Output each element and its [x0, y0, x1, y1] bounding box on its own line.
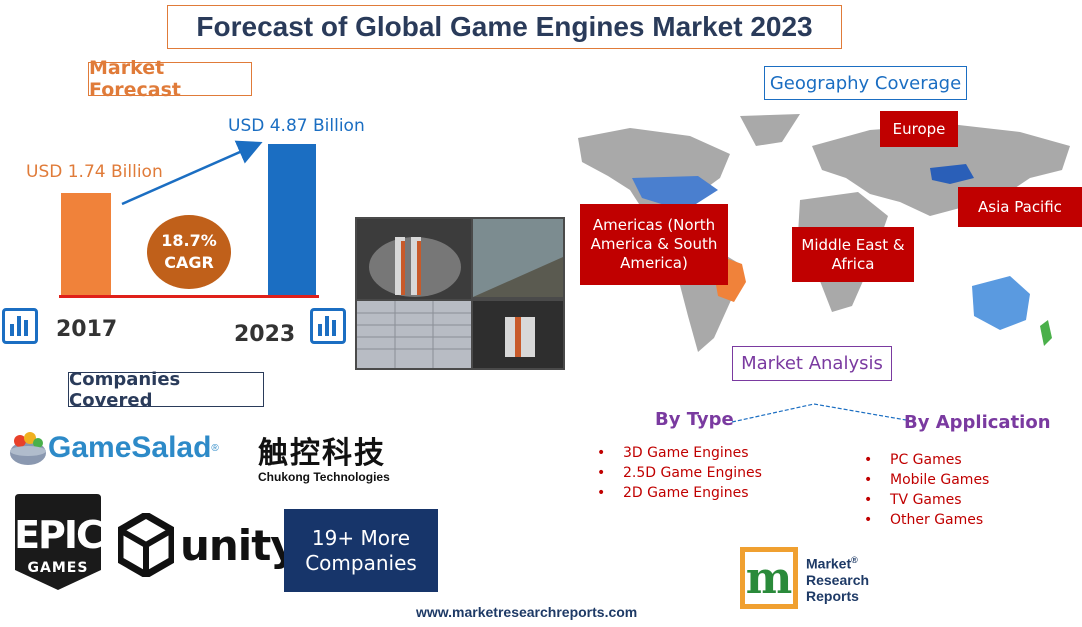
- bar-2017: [61, 193, 111, 296]
- growth-arrow-icon: [121, 140, 263, 206]
- region-asia-pacific: Asia Pacific: [958, 187, 1082, 227]
- unity-logo: unity: [118, 505, 298, 585]
- mrr-line3: Reports: [806, 587, 859, 604]
- bar-2023: [268, 144, 316, 296]
- more-companies-line1: 19+ More: [311, 525, 411, 550]
- gamesalad-wordmark: GameSalad: [48, 431, 212, 464]
- bar-chart-icon: [2, 308, 38, 344]
- market-forecast-heading: Market Forecast: [88, 57, 252, 101]
- by-type-heading: By Type: [655, 409, 734, 430]
- geography-coverage-heading: Geography Coverage: [764, 66, 967, 100]
- more-companies-line2: Companies: [305, 550, 417, 575]
- gamesalad-logo: GameSalad ®: [8, 428, 219, 468]
- svg-text:EPIC: EPIC: [14, 513, 102, 557]
- mrr-line1: Market: [806, 555, 852, 572]
- region-mea-line1: Middle East &: [801, 235, 905, 254]
- market-analysis-heading: Market Analysis: [732, 346, 892, 381]
- list-item: PC Games: [864, 450, 989, 470]
- list-item: TV Games: [864, 490, 989, 510]
- region-americas-line3: America): [620, 254, 688, 272]
- website-link[interactable]: www.marketresearchreports.com: [416, 604, 638, 620]
- region-middle-east-africa: Middle East & Africa: [792, 227, 914, 282]
- analysis-connector-line: [731, 403, 907, 423]
- region-europe: Europe: [880, 111, 958, 147]
- cagr-label: CAGR: [164, 253, 214, 272]
- chukong-chinese-name: 触控科技: [258, 436, 386, 471]
- list-item: Other Games: [864, 510, 989, 530]
- market-research-reports-logo: m Market® Research Reports: [740, 547, 880, 609]
- value-2023-label: USD 4.87 Billion: [228, 116, 365, 136]
- mrr-logo-text: Market® Research Reports: [806, 552, 869, 604]
- value-2017-label: USD 1.74 Billion: [26, 162, 163, 182]
- list-item: 3D Game Engines: [597, 443, 762, 463]
- unity-cube-icon: [118, 513, 174, 577]
- companies-covered-heading: Companies Covered: [68, 369, 264, 411]
- page-title: Forecast of Global Game Engines Market 2…: [167, 5, 842, 49]
- region-mea-line2: Africa: [831, 254, 875, 273]
- region-americas-line1: Americas (North: [592, 216, 716, 234]
- chart-baseline: [59, 295, 319, 298]
- list-item: 2D Game Engines: [597, 483, 762, 503]
- chukong-logo: 触控科技 Chukong Technologies: [258, 428, 408, 484]
- by-application-heading: By Application: [904, 412, 1051, 433]
- year-2017-label: 2017: [56, 317, 118, 342]
- gamesalad-bowl-icon: [10, 432, 46, 465]
- chukong-english-name: Chukong Technologies: [258, 470, 390, 484]
- mrr-line2: Research: [806, 571, 870, 588]
- application-list: PC Games Mobile Games TV Games Other Gam…: [864, 450, 989, 530]
- svg-text:GAMES: GAMES: [28, 560, 89, 576]
- region-americas: Americas (North America & South America): [580, 204, 728, 285]
- bar-chart-icon: [310, 308, 346, 344]
- registered-mark: ®: [211, 442, 219, 454]
- region-americas-line2: America & South: [590, 235, 718, 253]
- registered-mark: ®: [851, 555, 858, 566]
- list-item: 2.5D Game Engines: [597, 463, 762, 483]
- type-list: 3D Game Engines 2.5D Game Engines 2D Gam…: [597, 443, 762, 503]
- cagr-badge: 18.7% CAGR: [147, 215, 231, 289]
- game-engine-screenshot-image: [355, 217, 565, 370]
- mrr-logo-letter: m: [740, 547, 798, 609]
- list-item: Mobile Games: [864, 470, 989, 490]
- more-companies-box: 19+ More Companies: [284, 509, 438, 592]
- epic-games-logo: EPIC GAMES: [14, 494, 104, 590]
- unity-wordmark: unity: [180, 520, 298, 570]
- cagr-value: 18.7%: [161, 231, 217, 250]
- year-2023-label: 2023: [234, 322, 296, 347]
